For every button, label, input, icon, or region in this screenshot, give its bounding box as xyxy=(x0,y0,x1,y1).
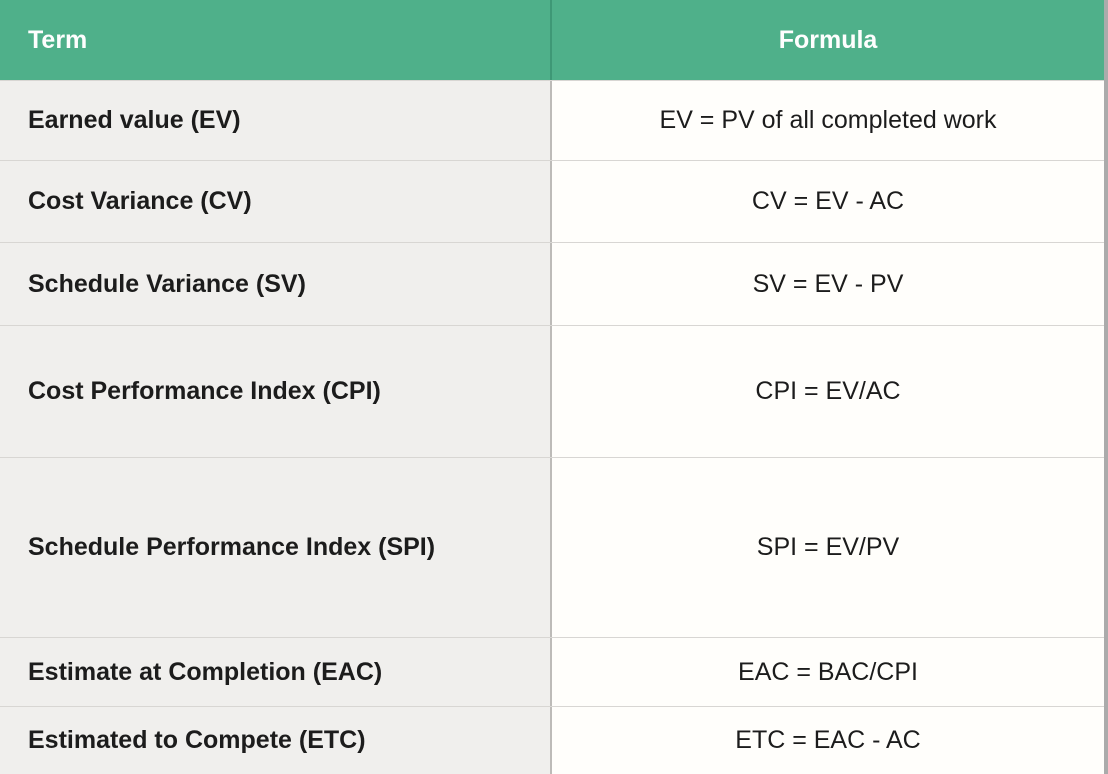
column-header-formula: Formula xyxy=(552,0,1104,80)
term-cell: Cost Performance Index (CPI) xyxy=(0,326,552,457)
term-label: Estimated to Compete (ETC) xyxy=(28,726,366,754)
term-cell: Schedule Performance Index (SPI) xyxy=(0,458,552,637)
formula-label: CV = EV - AC xyxy=(751,187,905,215)
term-cell: Estimated to Compete (ETC) xyxy=(0,707,552,774)
term-cell: Schedule Variance (SV) xyxy=(0,243,552,325)
term-label: Earned value (EV) xyxy=(28,106,241,134)
table-row: Estimated to Compete (ETC) ETC = EAC - A… xyxy=(0,706,1104,774)
table-row: Schedule Variance (SV) SV = EV - PV xyxy=(0,242,1104,325)
column-header-term: Term xyxy=(0,0,552,80)
column-header-term-label: Term xyxy=(28,25,88,54)
formula-label: EV = PV of all completed work xyxy=(659,106,997,134)
table-row: Cost Performance Index (CPI) CPI = EV/AC xyxy=(0,325,1104,457)
formula-label: SV = EV - PV xyxy=(752,269,904,298)
table-header-row: Term Formula xyxy=(0,0,1104,80)
formula-label: SPI = EV/PV xyxy=(756,533,900,561)
table-row: Earned value (EV) EV = PV of all complet… xyxy=(0,80,1104,160)
formula-label: EAC = BAC/CPI xyxy=(738,657,918,686)
term-cell: Estimate at Completion (EAC) xyxy=(0,638,552,706)
term-cell: Cost Variance (CV) xyxy=(0,161,552,242)
table-row: Cost Variance (CV) CV = EV - AC xyxy=(0,160,1104,242)
table-row: Schedule Performance Index (SPI) SPI = E… xyxy=(0,457,1104,637)
formula-cell: SV = EV - PV xyxy=(552,243,1104,325)
formula-cell: EAC = BAC/CPI xyxy=(552,638,1104,706)
table-row: Estimate at Completion (EAC) EAC = BAC/C… xyxy=(0,637,1104,706)
term-label: Schedule Variance (SV) xyxy=(28,269,306,298)
term-label: Cost Variance (CV) xyxy=(28,187,252,215)
column-header-formula-label: Formula xyxy=(778,25,878,54)
formula-cell: SPI = EV/PV xyxy=(552,458,1104,637)
term-label: Cost Performance Index (CPI) xyxy=(28,377,381,405)
formula-cell: CV = EV - AC xyxy=(552,161,1104,242)
formula-label: ETC = EAC - AC xyxy=(735,726,921,754)
formula-cell: EV = PV of all completed work xyxy=(552,81,1104,160)
table-body: Earned value (EV) EV = PV of all complet… xyxy=(0,80,1104,774)
term-cell: Earned value (EV) xyxy=(0,81,552,160)
formula-label: CPI = EV/AC xyxy=(755,377,901,405)
term-label: Schedule Performance Index (SPI) xyxy=(28,533,436,561)
formula-cell: CPI = EV/AC xyxy=(552,326,1104,457)
term-label: Estimate at Completion (EAC) xyxy=(28,657,383,686)
formula-cell: ETC = EAC - AC xyxy=(552,707,1104,774)
